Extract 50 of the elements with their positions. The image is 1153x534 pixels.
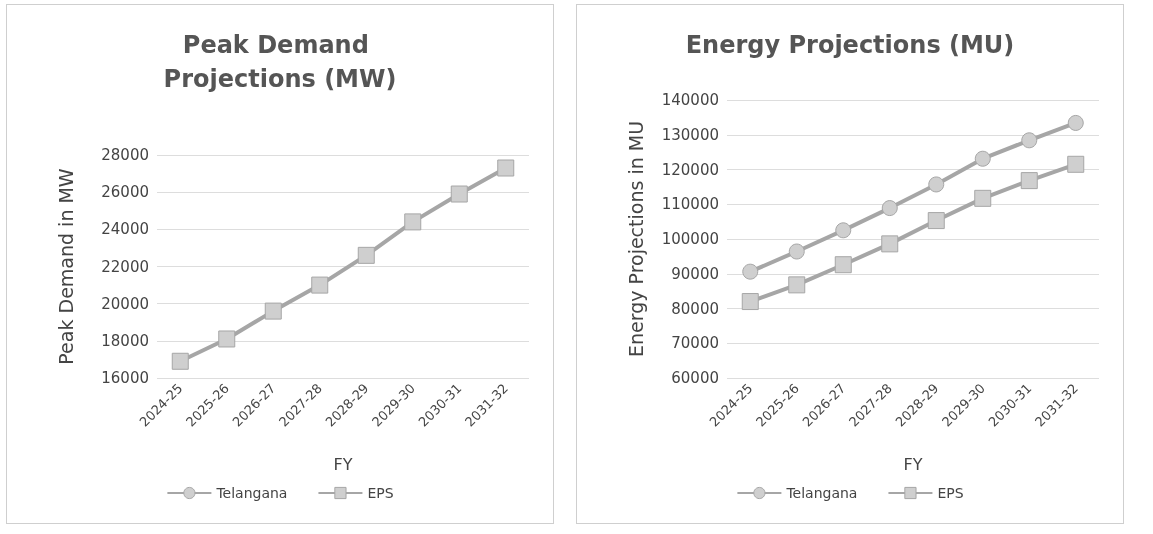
- point: [311, 276, 329, 294]
- y-tick-label: 130000: [661, 125, 719, 144]
- y-tick-label: 140000: [661, 91, 719, 109]
- point: [974, 189, 992, 207]
- chart-title: Energy Projections (MU): [685, 31, 1015, 59]
- point: [171, 352, 189, 370]
- point: [1067, 114, 1084, 131]
- y-tick-label: 24000: [101, 220, 149, 239]
- point: [835, 222, 852, 239]
- point: [834, 256, 852, 274]
- point: [1067, 155, 1085, 173]
- point: [1020, 172, 1038, 190]
- y-tick-label: 16000: [101, 369, 149, 387]
- y-tick-label: 100000: [661, 230, 719, 248]
- y-axis-title: Energy Projections in MU: [624, 120, 647, 358]
- point: [788, 276, 806, 294]
- point: [741, 293, 759, 311]
- y-tick-label: 22000: [101, 257, 149, 276]
- point: [742, 263, 759, 280]
- x-axis-title: FY: [333, 454, 353, 474]
- point: [881, 235, 899, 253]
- point: [450, 185, 468, 203]
- point: [1021, 132, 1038, 149]
- y-tick-label: 80000: [671, 299, 719, 318]
- chart-title: Peak Demand Projections (MW): [163, 31, 397, 93]
- point: [974, 150, 991, 167]
- legend-label: EPS: [937, 485, 964, 501]
- legend-label: Telangana: [215, 485, 288, 501]
- point: [928, 176, 945, 193]
- y-tick-label: 28000: [101, 146, 149, 164]
- point: [218, 330, 236, 348]
- y-tick-label: 90000: [671, 264, 719, 283]
- point: [881, 200, 898, 217]
- y-axis-title: Peak Demand in MW: [54, 168, 77, 365]
- y-tick-label: 18000: [101, 331, 149, 350]
- point: [404, 213, 422, 231]
- point: [927, 212, 945, 230]
- y-tick-label: 70000: [671, 334, 719, 353]
- y-tick-label: 20000: [101, 294, 149, 313]
- x-axis-title: FY: [903, 454, 923, 474]
- point: [497, 159, 515, 177]
- y-tick-label: 120000: [661, 160, 719, 179]
- point: [264, 302, 282, 320]
- y-tick-label: 26000: [101, 183, 149, 202]
- y-tick-label: 60000: [671, 369, 719, 387]
- point: [357, 246, 375, 264]
- legend-label: Telangana: [785, 485, 858, 501]
- point: [788, 243, 805, 260]
- y-tick-label: 110000: [661, 195, 719, 214]
- legend-label: EPS: [367, 485, 394, 501]
